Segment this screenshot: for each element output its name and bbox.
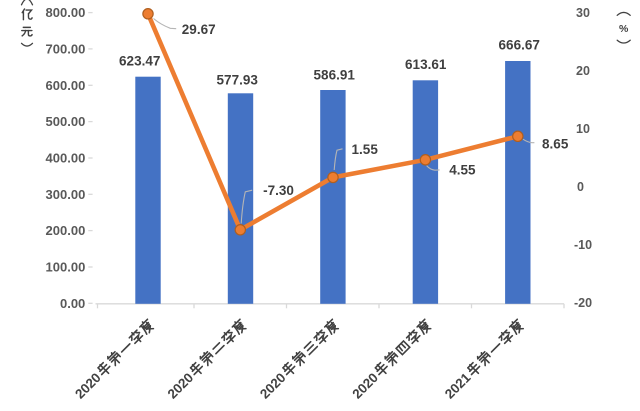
svg-text:1.55: 1.55 — [352, 142, 379, 157]
svg-text:200.00: 200.00 — [46, 223, 86, 238]
svg-text:8.65: 8.65 — [542, 137, 569, 152]
svg-text:29.67: 29.67 — [182, 22, 216, 37]
svg-text:400.00: 400.00 — [46, 151, 86, 166]
svg-text:577.93: 577.93 — [217, 73, 259, 88]
svg-text:4.55: 4.55 — [449, 163, 476, 178]
svg-text:-20: -20 — [574, 296, 592, 310]
svg-text:%: % — [619, 23, 629, 35]
svg-text:623.47: 623.47 — [119, 54, 160, 69]
svg-text:700.00: 700.00 — [46, 42, 86, 57]
svg-text:0: 0 — [577, 180, 584, 194]
svg-text:20: 20 — [576, 64, 590, 78]
svg-text:30: 30 — [576, 6, 590, 20]
svg-text:586.91: 586.91 — [314, 68, 356, 83]
svg-text:500.00: 500.00 — [46, 114, 86, 129]
svg-text:613.61: 613.61 — [405, 57, 447, 72]
svg-text:-10: -10 — [574, 238, 592, 252]
svg-text:-7.30: -7.30 — [263, 183, 294, 198]
svg-text:666.67: 666.67 — [499, 38, 540, 53]
svg-text:800.00: 800.00 — [46, 5, 86, 20]
svg-text:300.00: 300.00 — [46, 187, 86, 202]
svg-text:600.00: 600.00 — [46, 78, 86, 93]
svg-text:10: 10 — [576, 122, 590, 136]
svg-text:100.00: 100.00 — [46, 260, 86, 275]
svg-text:0.00: 0.00 — [60, 296, 85, 311]
